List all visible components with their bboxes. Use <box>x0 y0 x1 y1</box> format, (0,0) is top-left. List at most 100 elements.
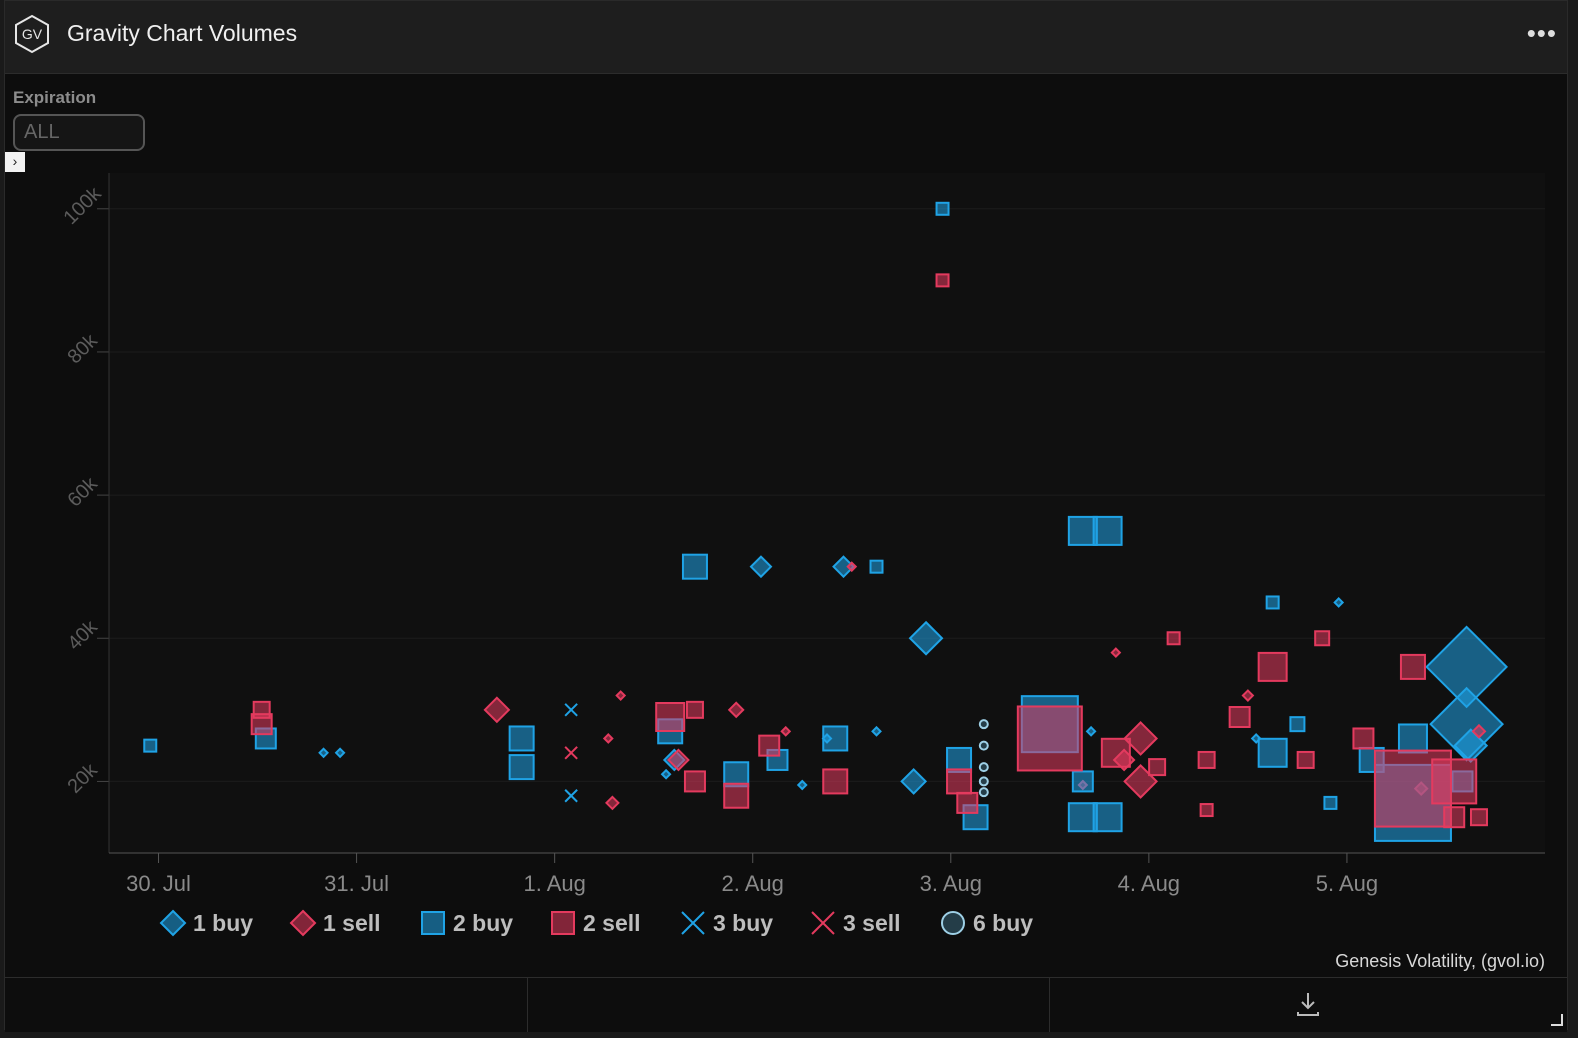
logo-text: GV <box>22 26 43 42</box>
point-1-buy[interactable] <box>1085 725 1097 737</box>
point-2-sell[interactable] <box>946 768 973 795</box>
point-3-buy[interactable] <box>564 789 578 803</box>
legend-label: 3 buy <box>713 910 773 936</box>
point-2-sell[interactable] <box>1100 737 1131 768</box>
point-1-sell[interactable] <box>602 733 614 744</box>
expand-chevron-icon[interactable]: › <box>5 152 25 172</box>
x-tick-label: 31. Jul <box>324 871 389 896</box>
legend-item-2-buy[interactable]: 2 buy <box>421 910 513 936</box>
point-2-sell[interactable] <box>758 734 781 757</box>
legend-item-3-sell[interactable]: 3 sell <box>811 910 901 936</box>
expiration-label: Expiration <box>13 88 97 107</box>
point-3-sell[interactable] <box>564 746 578 760</box>
point-2-sell[interactable] <box>1352 727 1375 750</box>
point-2-buy[interactable] <box>1257 737 1288 768</box>
point-2-buy[interactable] <box>508 754 535 781</box>
point-1-buy[interactable] <box>334 747 346 759</box>
point-6-buy[interactable] <box>978 762 989 773</box>
point-2-sell[interactable] <box>822 768 849 795</box>
x-tick-label: 1. Aug <box>523 871 585 896</box>
point-2-sell[interactable] <box>685 700 704 719</box>
point-2-buy[interactable] <box>681 553 708 580</box>
expiration-select[interactable]: ALL <box>13 114 145 151</box>
point-2-sell[interactable] <box>1257 651 1288 682</box>
legend-label: 1 buy <box>193 910 253 936</box>
legend-item-6-buy[interactable]: 6 buy <box>941 910 1033 936</box>
point-6-buy[interactable] <box>978 740 989 751</box>
legend-item-1-buy[interactable]: 1 buy <box>159 909 253 937</box>
point-2-sell[interactable] <box>935 273 950 288</box>
point-1-sell[interactable] <box>615 690 627 701</box>
legend[interactable]: 1 buy 1 sell 2 buy 2 sell 3 buy 3 sell 6 buy <box>159 909 1033 937</box>
point-2-buy[interactable] <box>1092 515 1123 546</box>
x-tick-label: 3. Aug <box>920 871 982 896</box>
point-2-sell[interactable] <box>1469 808 1488 827</box>
point-1-buy[interactable] <box>796 779 808 791</box>
point-2-buy[interactable] <box>1323 795 1338 810</box>
point-2-sell[interactable] <box>250 713 273 736</box>
point-2-buy[interactable] <box>1067 515 1098 546</box>
point-2-sell[interactable] <box>723 782 750 809</box>
point-2-buy[interactable] <box>1071 770 1094 793</box>
point-2-sell[interactable] <box>1296 750 1315 769</box>
point-1-buy[interactable] <box>660 768 672 780</box>
point-6-buy[interactable] <box>978 776 989 787</box>
point-2-buy[interactable] <box>1397 723 1428 754</box>
point-2-sell[interactable] <box>956 791 979 814</box>
point-1-buy[interactable] <box>318 747 329 759</box>
point-1-sell[interactable] <box>605 795 620 811</box>
legend-item-3-buy[interactable]: 3 buy <box>681 910 773 936</box>
point-2-sell[interactable] <box>1314 630 1331 647</box>
point-2-buy[interactable] <box>1092 802 1123 833</box>
point-2-sell[interactable] <box>655 702 686 732</box>
legend-label: 6 buy <box>973 910 1033 936</box>
point-1-buy[interactable] <box>871 725 882 737</box>
point-1-buy[interactable] <box>1333 597 1345 608</box>
point-2-sell[interactable] <box>1228 706 1251 728</box>
point-6-buy[interactable] <box>978 787 989 798</box>
point-2-buy[interactable] <box>723 761 750 788</box>
title-bar: GV Gravity Chart Volumes ••• <box>5 1 1567 74</box>
point-2-sell[interactable] <box>1166 631 1181 646</box>
point-6-buy[interactable] <box>978 719 989 730</box>
point-1-buy[interactable] <box>749 555 773 579</box>
point-2-sell[interactable] <box>1399 653 1426 680</box>
point-2-buy[interactable] <box>869 559 884 574</box>
download-icon[interactable] <box>1295 990 1321 1018</box>
x-tick-label: 30. Jul <box>126 871 191 896</box>
point-1-sell[interactable] <box>1471 723 1487 739</box>
point-2-buy[interactable] <box>143 738 158 753</box>
x-tick-label: 5. Aug <box>1316 871 1378 896</box>
point-2-buy[interactable] <box>508 725 535 752</box>
point-2-buy[interactable] <box>1265 595 1280 610</box>
more-dots-icon[interactable]: ••• <box>1526 18 1557 48</box>
point-1-sell[interactable] <box>1110 647 1122 658</box>
point-1-sell[interactable] <box>667 748 690 772</box>
legend-item-2-sell[interactable]: 2 sell <box>551 910 641 936</box>
point-2-sell[interactable] <box>1197 750 1216 769</box>
point-1-sell[interactable] <box>1241 689 1255 702</box>
point-2-sell[interactable] <box>1016 705 1083 772</box>
legend-label: 2 sell <box>583 910 641 936</box>
point-2-sell[interactable] <box>683 770 706 793</box>
point-2-sell[interactable] <box>1148 758 1167 777</box>
point-2-buy[interactable] <box>946 746 973 773</box>
point-1-sell[interactable] <box>483 696 511 724</box>
resize-handle-icon[interactable] <box>1551 1014 1563 1026</box>
point-2-buy[interactable] <box>1289 716 1306 733</box>
point-2-buy[interactable] <box>935 201 950 216</box>
point-2-buy[interactable] <box>822 725 849 752</box>
point-2-sell[interactable] <box>1199 803 1214 818</box>
page-title: Gravity Chart Volumes <box>67 20 298 46</box>
point-1-buy[interactable] <box>900 768 928 795</box>
legend-item-1-sell[interactable]: 1 sell <box>289 909 381 937</box>
data-points[interactable] <box>143 201 1509 842</box>
point-1-sell[interactable] <box>780 725 792 737</box>
point-2-sell[interactable] <box>1431 758 1478 805</box>
point-1-sell[interactable] <box>727 701 745 719</box>
point-1-buy[interactable] <box>908 620 944 656</box>
point-1-sell[interactable] <box>1123 721 1159 756</box>
point-3-buy[interactable] <box>564 703 578 717</box>
point-2-sell[interactable] <box>1443 806 1466 829</box>
point-1-sell[interactable] <box>846 561 858 573</box>
